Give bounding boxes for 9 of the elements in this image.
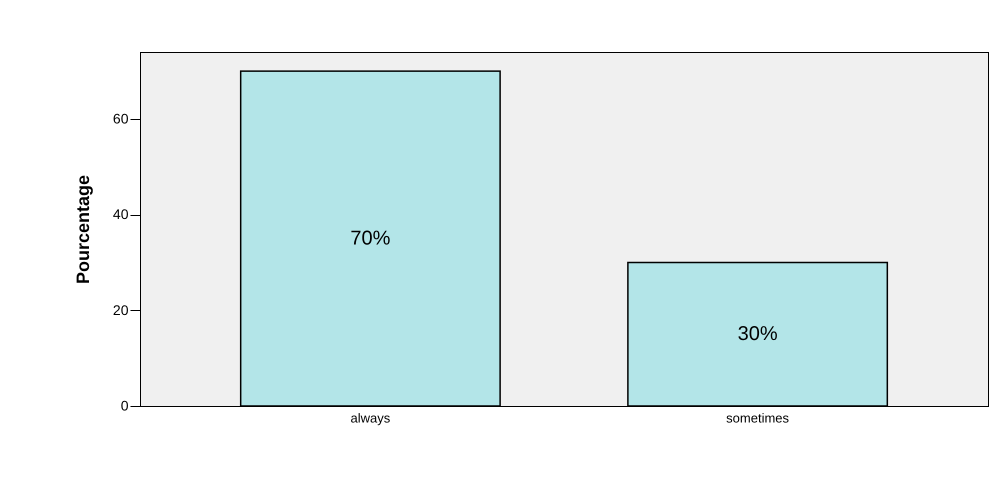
data-label: 70% [350,228,391,250]
y-tick-label: 0 [120,398,129,414]
y-tick-label: 60 [112,110,129,126]
x-tick-label: sometimes [726,410,790,426]
y-tick-label: 40 [112,206,129,222]
y-axis-title: Pourcentage [72,174,93,284]
x-tick-label: always [350,410,391,426]
data-label: 30% [738,323,778,346]
y-tick-label: 20 [112,302,129,318]
